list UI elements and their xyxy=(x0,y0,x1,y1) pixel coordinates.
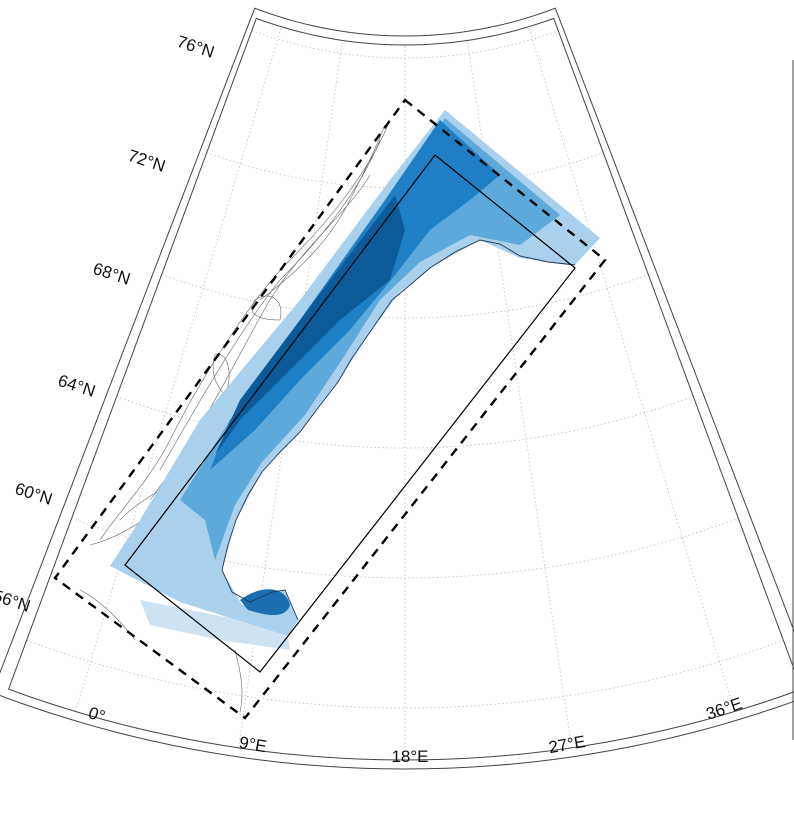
latitude-label: 60°N xyxy=(13,479,55,509)
graticule xyxy=(26,26,784,760)
labels: 76°N72°N68°N64°N60°N56°N0°9°E18°E 27°E36°… xyxy=(0,32,745,766)
longitude-label: 0° xyxy=(86,703,108,726)
latitude-label: 64°N xyxy=(56,371,98,401)
frame-outer xyxy=(0,7,794,770)
longitude-label: 27°E xyxy=(547,732,587,757)
longitude-label: 18°E xyxy=(391,747,428,766)
longitude-label: 9°E xyxy=(238,733,268,757)
meridian xyxy=(528,26,735,712)
domain-inner xyxy=(124,154,576,673)
coastline xyxy=(221,239,576,621)
parallel xyxy=(161,274,649,319)
map-frame xyxy=(0,7,794,770)
latitude-label: 56°N xyxy=(0,586,33,616)
shelf-depth-shading xyxy=(110,110,600,650)
domain-outer xyxy=(53,98,607,720)
frame-inner xyxy=(7,17,794,761)
meridian xyxy=(467,40,572,748)
parallel xyxy=(26,639,784,709)
parallel xyxy=(251,30,559,59)
latitude-label: 72°N xyxy=(126,146,168,176)
bathymetry-contours xyxy=(79,119,391,713)
parallel xyxy=(206,152,604,189)
latitude-label: 76°N xyxy=(175,32,217,62)
latitude-label: 68°N xyxy=(91,259,133,289)
